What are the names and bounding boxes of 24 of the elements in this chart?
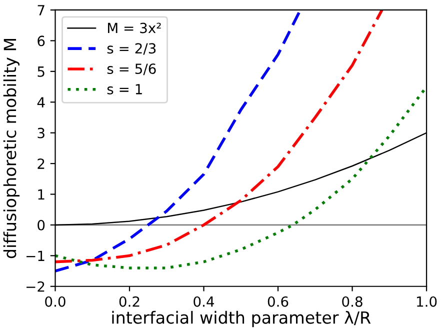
y-tick-label: −1 <box>26 250 44 261</box>
y-tick-label: 1 <box>38 189 44 200</box>
y-tick-label: 5 <box>38 66 44 77</box>
y-tick-label: −2 <box>26 281 44 292</box>
x-tick-label: 0.0 <box>45 296 66 307</box>
y-tick-label: 6 <box>38 36 45 46</box>
x-axis-title: interfacial width parameter λ/R <box>112 310 371 328</box>
legend-label: s = 1 <box>107 84 142 94</box>
x-tick-label: 0.2 <box>119 296 140 307</box>
line-series <box>55 10 302 272</box>
y-tick-label: 7 <box>38 5 44 16</box>
y-tick-label: 0 <box>38 220 45 230</box>
legend-label: M = 3x² <box>108 22 161 34</box>
legend-label: s = 5/6 <box>107 64 156 76</box>
y-axis-title: diffusiophoretic mobility M <box>3 38 20 258</box>
y-tick-label: 2 <box>38 158 44 169</box>
x-tick-label: 0.6 <box>268 296 288 307</box>
line-series <box>55 10 384 264</box>
y-tick-label: 3 <box>38 128 44 138</box>
x-tick-label: 1.0 <box>417 296 437 307</box>
x-tick-label: 0.8 <box>342 296 362 307</box>
y-tick-label: 4 <box>37 97 45 108</box>
legend-label: s = 2/3 <box>107 43 156 55</box>
x-tick-label: 0.4 <box>194 296 214 307</box>
